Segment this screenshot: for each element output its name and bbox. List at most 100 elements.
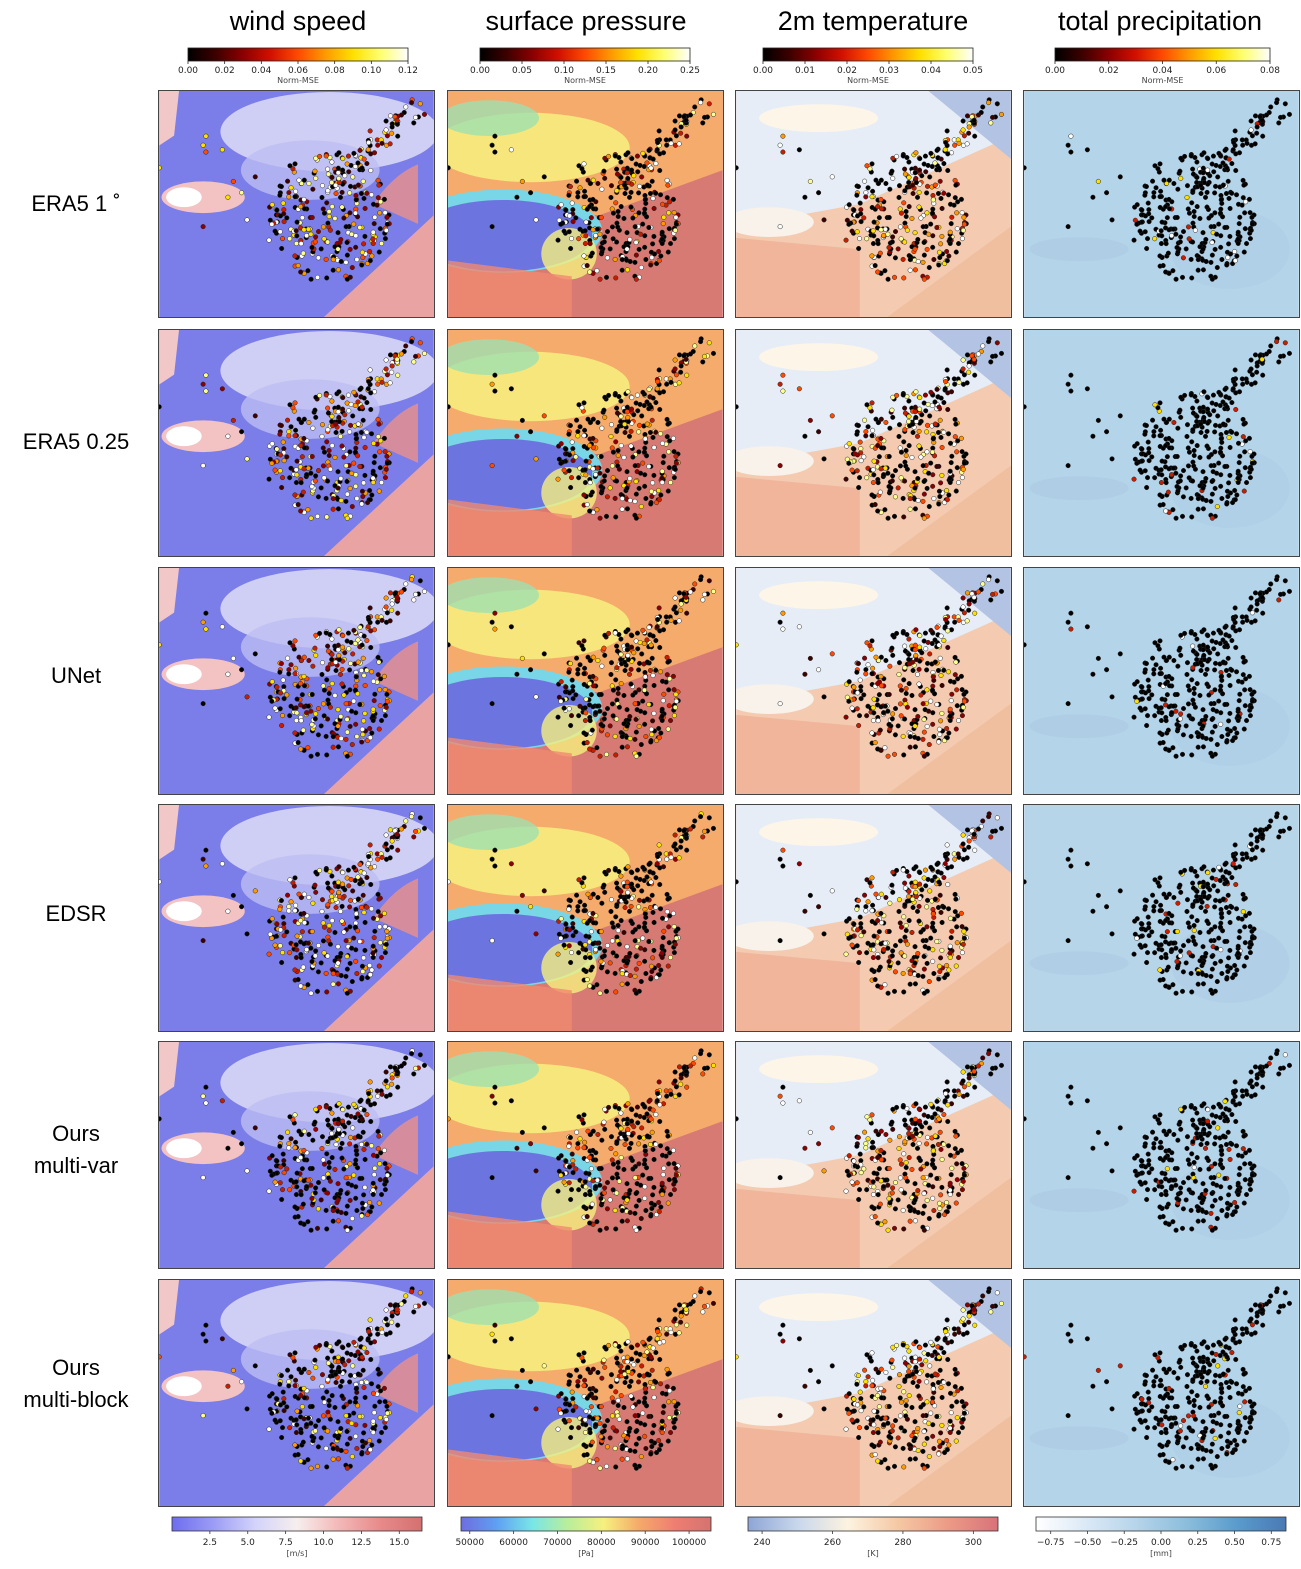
station-marker [574,418,579,423]
station-marker [930,233,935,238]
station-marker [1159,467,1164,472]
station-marker [380,855,385,860]
station-marker [1138,229,1143,234]
station-marker [657,258,662,263]
station-marker [631,693,636,698]
station-marker [411,360,416,365]
station-marker [353,947,358,952]
station-marker [1178,169,1183,174]
station-marker [330,414,335,419]
station-marker [954,660,959,665]
station-marker [673,228,678,233]
station-marker [201,382,206,387]
station-marker [353,472,358,477]
station-marker [657,972,662,977]
station-marker [320,660,325,665]
station-marker [650,481,655,486]
station-marker [330,175,335,180]
station-marker [901,515,906,520]
station-marker [626,864,631,869]
station-marker [634,954,639,959]
station-marker [590,728,595,733]
station-marker [1135,699,1140,704]
station-marker [340,682,345,687]
error-colorbar-label: Norm-MSE [1142,76,1184,85]
station-marker [371,480,376,485]
station-marker [282,933,287,938]
station-marker [377,727,382,732]
station-marker [855,229,860,234]
station-marker [342,173,347,178]
station-marker [338,434,343,439]
station-marker [1162,178,1167,183]
station-marker [293,903,298,908]
station-marker [1151,434,1156,439]
station-marker [322,925,327,930]
station-marker [625,268,630,273]
station-marker [652,473,657,478]
station-marker [905,228,910,233]
station-marker [707,102,712,107]
station-marker [995,579,1000,584]
station-marker [324,990,329,995]
station-marker [320,422,325,427]
station-marker [331,971,336,976]
station-marker [808,656,813,661]
station-marker [890,653,895,658]
station-marker [622,660,627,665]
station-marker [298,984,303,989]
station-marker [1235,493,1240,498]
station-marker [980,105,985,110]
station-marker [1195,443,1200,448]
station-marker [1144,723,1149,728]
station-marker [333,216,338,221]
station-marker [319,486,324,491]
station-marker [903,902,908,907]
station-marker [602,883,607,888]
station-marker [637,724,642,729]
station-marker [922,253,927,258]
station-marker [917,168,922,173]
station-marker [377,211,382,216]
station-marker [1145,475,1150,480]
station-marker [914,389,919,394]
station-marker [894,631,899,636]
station-marker [1175,722,1180,727]
station-marker [822,695,827,700]
station-marker [298,204,303,209]
station-marker [625,486,630,491]
station-marker [591,941,596,946]
station-marker [239,904,244,909]
station-marker [1221,183,1226,188]
station-marker [651,910,656,915]
station-marker [528,429,533,434]
station-marker [390,839,395,844]
station-marker [948,469,953,474]
station-marker [611,925,616,930]
station-marker [639,742,644,747]
station-marker [642,722,647,727]
station-marker [336,647,341,652]
station-marker [287,190,292,195]
station-marker [354,675,359,680]
station-marker [366,386,371,391]
station-marker [1218,688,1223,693]
station-marker [1234,670,1239,675]
station-marker [692,344,697,349]
station-marker [399,113,404,118]
station-marker [368,972,373,977]
station-marker [677,142,682,147]
station-marker [614,881,619,886]
station-marker [965,142,970,147]
map-panel-precip-row-1 [1023,90,1300,318]
station-marker [816,667,821,672]
station-marker [1165,215,1170,220]
station-marker [619,889,624,894]
station-marker [911,191,916,196]
station-marker [661,221,666,226]
station-marker [316,706,321,711]
station-marker [336,880,341,885]
station-marker [368,129,373,134]
station-marker [972,118,977,123]
station-marker [411,598,416,603]
